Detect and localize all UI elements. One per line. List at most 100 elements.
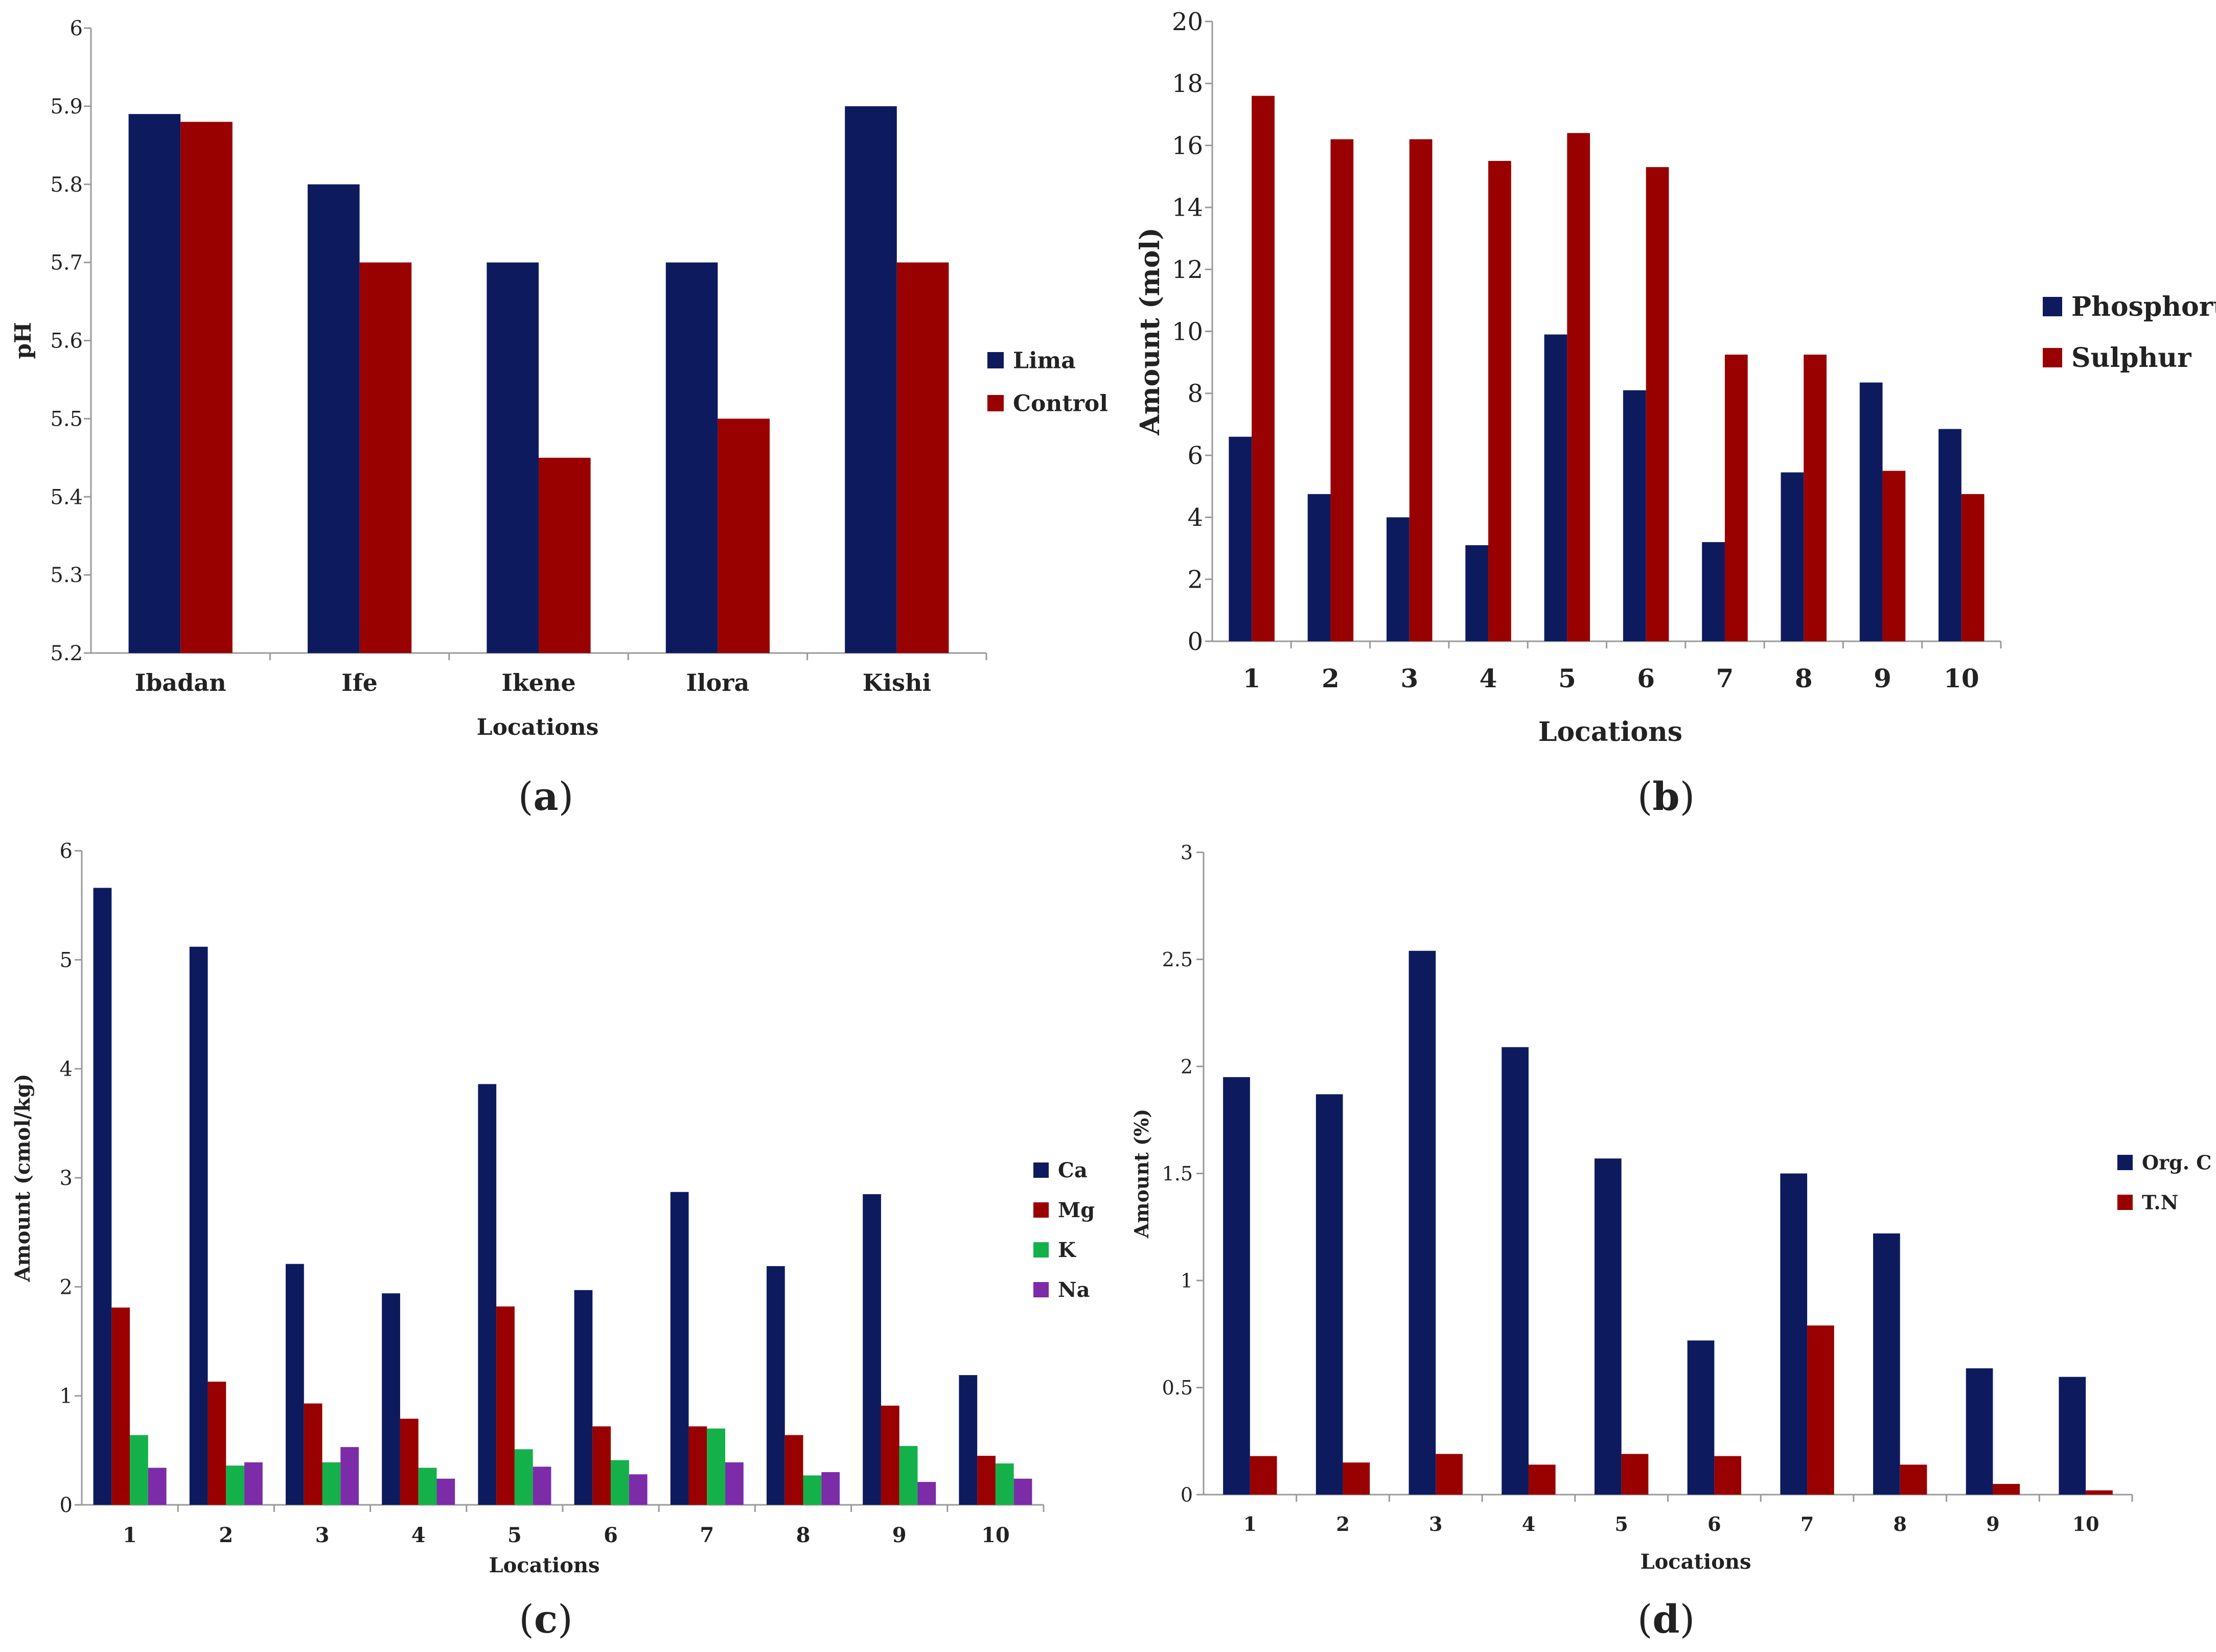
x-tick-label: 9 — [1986, 1513, 1999, 1535]
x-tick-label: 10 — [981, 1523, 1010, 1547]
bar-org-c-6 — [1687, 1340, 1715, 1495]
bar-na-3 — [340, 1447, 359, 1505]
bar-control-ibadan — [180, 122, 233, 654]
legend-swatch — [987, 352, 1004, 368]
x-tick-label: Kishi — [863, 669, 931, 696]
bar-t-n-2 — [1343, 1462, 1370, 1495]
y-tick-label: 0 — [60, 1494, 73, 1517]
bar-sulphur-10 — [1961, 494, 1984, 641]
x-axis-label: Locations — [1538, 716, 1682, 748]
bar-mg-1 — [111, 1307, 130, 1505]
bar-k-7 — [707, 1428, 726, 1505]
y-tick-label: 6 — [1187, 441, 1203, 470]
legend-swatch — [2043, 348, 2062, 367]
bar-na-10 — [1013, 1478, 1032, 1505]
bar-na-5 — [533, 1467, 551, 1505]
y-tick-label: 18 — [1172, 69, 1203, 98]
x-tick-label: 5 — [1614, 1513, 1628, 1535]
bar-phosphorus-3 — [1387, 517, 1410, 641]
caption-paren: ) — [1680, 1596, 1695, 1642]
panel-caption: (d) — [1637, 1596, 1695, 1642]
y-tick-label: 1 — [1181, 1269, 1193, 1292]
bar-ca-9 — [863, 1194, 881, 1505]
bar-org-c-1 — [1223, 1077, 1250, 1495]
bar-k-10 — [995, 1463, 1014, 1505]
legend-swatch — [2117, 1155, 2133, 1170]
y-tick-label: 5.9 — [50, 95, 83, 119]
bar-t-n-8 — [1900, 1464, 1927, 1495]
caption-letter: a — [533, 774, 558, 819]
y-tick-label: 10 — [1172, 317, 1203, 346]
bar-mg-5 — [496, 1306, 515, 1505]
legend-label: Ca — [1058, 1158, 1088, 1182]
y-tick-label: 0 — [1187, 627, 1203, 656]
bar-ca-8 — [766, 1266, 785, 1505]
x-tick-label: 10 — [2072, 1513, 2099, 1535]
bar-mg-4 — [400, 1418, 419, 1505]
x-tick-label: 4 — [1522, 1513, 1535, 1535]
bar-na-9 — [917, 1482, 936, 1505]
bar-org-c-3 — [1409, 950, 1436, 1495]
legend-label: T.N — [2142, 1191, 2178, 1214]
caption-paren: ) — [558, 1596, 573, 1642]
bar-control-ilora — [718, 418, 770, 653]
x-tick-label: 9 — [1874, 663, 1891, 693]
y-tick-label: 3 — [1181, 841, 1193, 864]
bar-sulphur-4 — [1488, 160, 1511, 641]
bar-ca-6 — [574, 1290, 593, 1505]
y-tick-label: 8 — [1187, 380, 1203, 408]
x-tick-label: 2 — [219, 1523, 233, 1547]
x-tick-label: 3 — [1400, 663, 1418, 693]
x-axis-label: Locations — [1640, 1550, 1751, 1574]
y-tick-label: 20 — [1172, 8, 1203, 36]
x-tick-label: 8 — [1795, 663, 1813, 693]
bar-na-8 — [821, 1472, 840, 1505]
bar-ca-10 — [959, 1375, 978, 1505]
bar-k-9 — [899, 1446, 918, 1505]
x-tick-label: 7 — [700, 1523, 714, 1547]
y-tick-label: 5.4 — [50, 485, 83, 509]
legend-swatch — [1033, 1242, 1049, 1258]
x-tick-label: 5 — [507, 1523, 522, 1547]
bar-ca-2 — [189, 946, 208, 1505]
y-tick-label: 5.6 — [50, 330, 83, 353]
bar-lima-ikene — [487, 262, 539, 653]
x-tick-label: Ibadan — [135, 669, 226, 696]
caption-paren: ) — [1680, 774, 1695, 819]
x-tick-label: 7 — [1800, 1513, 1814, 1535]
legend-label: K — [1058, 1238, 1076, 1262]
bar-na-7 — [725, 1462, 744, 1505]
bar-sulphur-7 — [1724, 354, 1748, 641]
bar-t-n-3 — [1436, 1454, 1463, 1495]
y-tick-label: 0.5 — [1162, 1377, 1193, 1399]
y-tick-label: 4 — [1187, 503, 1203, 532]
panel-caption: (b) — [1637, 774, 1695, 819]
bar-k-2 — [226, 1465, 245, 1505]
y-tick-label: 1.5 — [1162, 1162, 1193, 1185]
bar-ca-7 — [670, 1192, 689, 1505]
bar-control-ife — [359, 262, 412, 653]
x-tick-label: 1 — [123, 1523, 137, 1547]
bar-na-6 — [629, 1474, 648, 1505]
bar-t-n-5 — [1621, 1454, 1649, 1495]
caption-paren: ) — [559, 774, 574, 819]
bar-phosphorus-4 — [1465, 545, 1489, 641]
y-tick-label: 4 — [60, 1058, 73, 1081]
bar-control-kishi — [896, 262, 949, 653]
y-tick-label: 6 — [70, 17, 83, 40]
y-tick-label: 12 — [1172, 255, 1203, 284]
bar-lima-kishi — [845, 106, 897, 653]
bar-na-4 — [436, 1478, 455, 1505]
legend-swatch — [1033, 1162, 1049, 1178]
bar-ca-3 — [285, 1264, 304, 1505]
bar-k-8 — [803, 1475, 822, 1505]
bar-t-n-9 — [1993, 1484, 2020, 1495]
legend-label: Sulphur — [2071, 342, 2191, 374]
bar-k-5 — [514, 1449, 533, 1505]
bar-phosphorus-8 — [1781, 472, 1804, 641]
bar-k-4 — [418, 1468, 437, 1505]
bar-sulphur-8 — [1804, 354, 1827, 641]
bar-mg-10 — [977, 1456, 996, 1505]
x-tick-label: 6 — [1637, 663, 1655, 693]
